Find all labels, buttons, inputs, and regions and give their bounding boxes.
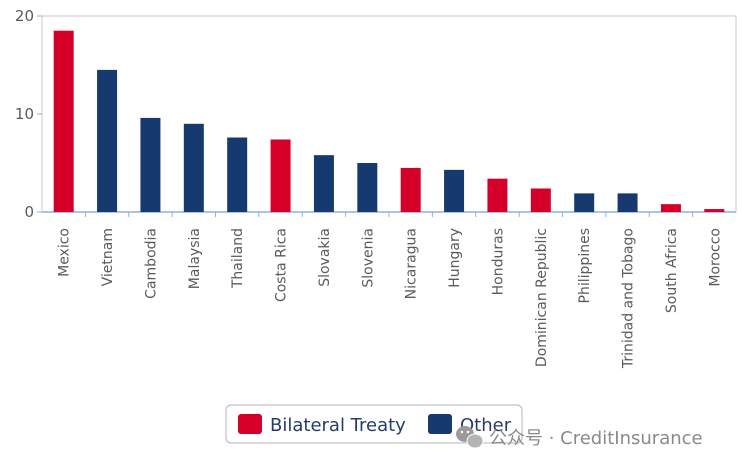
x-tick-label: Slovakia	[317, 228, 333, 287]
x-tick-label: Thailand	[230, 228, 246, 289]
bar-slovenia	[357, 163, 378, 212]
y-tick-label: 10	[15, 105, 34, 123]
bar-malaysia	[183, 123, 204, 212]
x-tick-label: Morocco	[707, 228, 723, 287]
x-tick-label: Costa Rica	[274, 228, 290, 302]
x-tick-label: Trinidad and Tobago	[621, 228, 637, 369]
bar-nicaragua	[400, 167, 421, 212]
bar-slovakia	[313, 155, 334, 212]
x-tick-label: Honduras	[490, 228, 506, 295]
bar-dominican-republic	[530, 188, 551, 212]
x-tick-label: Cambodia	[143, 228, 159, 299]
bar-honduras	[487, 178, 508, 212]
bar-mexico	[53, 30, 74, 213]
x-tick-label: Slovenia	[360, 228, 376, 288]
x-tick-label: South Africa	[664, 228, 680, 313]
y-tick-label: 20	[15, 7, 34, 25]
x-tick-label: Vietnam	[100, 228, 116, 286]
bar-philippines	[574, 193, 595, 212]
bar-hungary	[444, 169, 465, 212]
bar-south-africa	[660, 204, 681, 212]
bar-costa-rica	[270, 139, 291, 212]
wechat-icon	[456, 426, 484, 449]
legend-swatch-other	[428, 414, 452, 434]
watermark-text: 公众号 · CreditInsurance	[489, 428, 703, 449]
x-tick-label: Malaysia	[187, 228, 203, 289]
y-tick-label: 0	[24, 203, 34, 221]
x-tick-label: Mexico	[57, 228, 73, 277]
bar-vietnam	[97, 69, 118, 213]
bar-morocco	[704, 209, 725, 212]
legend-label: Bilateral Treaty	[270, 415, 406, 436]
bar-thailand	[227, 137, 248, 212]
bar-trinidad-and-tobago	[617, 193, 638, 212]
x-tick-label: Philippines	[577, 228, 593, 303]
x-tick-label: Dominican Republic	[534, 228, 550, 367]
legend-swatch-bilateral-treaty	[238, 414, 262, 434]
x-tick-label: Nicaragua	[404, 228, 420, 299]
x-tick-label: Hungary	[447, 228, 463, 288]
bar-cambodia	[140, 117, 161, 212]
